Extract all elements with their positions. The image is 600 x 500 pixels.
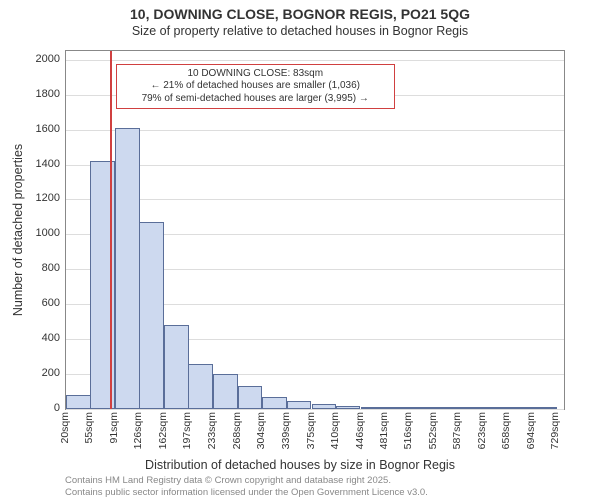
- y-tick-label: 1800: [5, 88, 60, 100]
- y-tick-label: 2000: [5, 53, 60, 65]
- y-tick-label: 800: [5, 262, 60, 274]
- histogram-bar: [532, 407, 557, 409]
- histogram-bar: [66, 395, 91, 409]
- x-tick-label: 126sqm: [132, 412, 144, 449]
- x-tick-label: 55sqm: [83, 412, 95, 444]
- x-tick-label: 587sqm: [451, 412, 463, 449]
- marker-line-text: ← 21% of detached houses are smaller (1,…: [123, 80, 388, 93]
- x-tick-label: 694sqm: [525, 412, 537, 449]
- y-tick-label: 1400: [5, 158, 60, 170]
- histogram-bar: [238, 386, 263, 409]
- histogram-bar: [164, 325, 189, 409]
- chart-subtitle: Size of property relative to detached ho…: [0, 22, 600, 38]
- gridline: [66, 199, 564, 200]
- attribution-line: Contains public sector information licen…: [65, 487, 428, 498]
- gridline: [66, 60, 564, 61]
- x-tick-label: 339sqm: [280, 412, 292, 449]
- marker-line-text: 79% of semi-detached houses are larger (…: [123, 93, 388, 106]
- histogram-bar: [483, 407, 508, 409]
- gridline: [66, 130, 564, 131]
- x-tick-label: 516sqm: [402, 412, 414, 449]
- histogram-bar: [213, 374, 238, 409]
- chart-title: 10, DOWNING CLOSE, BOGNOR REGIS, PO21 5Q…: [0, 0, 600, 22]
- histogram-bar: [361, 407, 386, 409]
- histogram-bar: [312, 404, 337, 409]
- histogram-bar: [262, 397, 287, 409]
- x-tick-label: 304sqm: [255, 412, 267, 449]
- y-tick-label: 600: [5, 297, 60, 309]
- gridline: [66, 409, 564, 410]
- x-tick-label: 658sqm: [500, 412, 512, 449]
- x-tick-label: 20sqm: [59, 412, 71, 444]
- marker-annotation: 10 DOWNING CLOSE: 83sqm← 21% of detached…: [116, 64, 395, 110]
- histogram-bar: [507, 407, 532, 409]
- histogram-bar: [188, 364, 213, 409]
- x-tick-label: 268sqm: [231, 412, 243, 449]
- histogram-bar: [385, 407, 410, 409]
- histogram-bar: [115, 128, 140, 409]
- histogram-bar: [139, 222, 164, 409]
- x-tick-label: 162sqm: [157, 412, 169, 449]
- y-tick-label: 1000: [5, 227, 60, 239]
- x-tick-label: 91sqm: [108, 412, 120, 444]
- attribution-line: Contains HM Land Registry data © Crown c…: [65, 475, 428, 486]
- y-tick-label: 1600: [5, 123, 60, 135]
- x-tick-label: 481sqm: [378, 412, 390, 449]
- histogram-bar: [287, 401, 312, 409]
- y-tick-label: 1200: [5, 192, 60, 204]
- histogram-bar: [336, 406, 361, 409]
- x-tick-label: 446sqm: [354, 412, 366, 449]
- x-tick-label: 729sqm: [549, 412, 561, 449]
- x-tick-label: 233sqm: [206, 412, 218, 449]
- x-tick-label: 552sqm: [427, 412, 439, 449]
- x-tick-label: 375sqm: [305, 412, 317, 449]
- marker-line: [110, 51, 112, 409]
- y-tick-label: 400: [5, 332, 60, 344]
- marker-title: 10 DOWNING CLOSE: 83sqm: [123, 68, 388, 81]
- x-axis-label: Distribution of detached houses by size …: [0, 458, 600, 472]
- y-tick-label: 200: [5, 367, 60, 379]
- y-tick-label: 0: [5, 402, 60, 414]
- x-tick-label: 410sqm: [329, 412, 341, 449]
- histogram-bar: [458, 407, 483, 409]
- plot-area: 10 DOWNING CLOSE: 83sqm← 21% of detached…: [65, 50, 565, 410]
- x-tick-label: 623sqm: [476, 412, 488, 449]
- histogram-bar: [434, 407, 459, 409]
- attribution-text: Contains HM Land Registry data © Crown c…: [65, 475, 428, 498]
- histogram-bar: [409, 407, 434, 409]
- gridline: [66, 165, 564, 166]
- x-tick-label: 197sqm: [181, 412, 193, 449]
